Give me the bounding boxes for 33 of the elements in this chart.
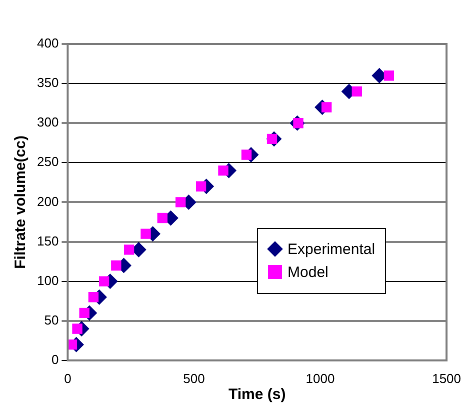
y-tick-label: 350 (36, 75, 59, 90)
y-tick-label: 400 (36, 36, 59, 51)
x-axis-title: Time (s) (228, 386, 286, 404)
point (321, 102, 332, 112)
x-tick-label: 1500 (432, 370, 461, 386)
y-tick-label: 150 (36, 233, 59, 248)
point (140, 228, 151, 239)
point (196, 181, 206, 192)
point (79, 308, 90, 318)
point (352, 86, 362, 97)
y-tick-label: 100 (36, 272, 59, 288)
point (218, 165, 228, 176)
point (88, 292, 99, 302)
point (175, 197, 186, 208)
point (68, 339, 78, 350)
y-tick-label: 0 (51, 352, 59, 367)
point (241, 150, 252, 160)
x-tick-label: 1000 (306, 370, 335, 386)
point (124, 244, 134, 255)
point (72, 324, 82, 334)
x-tick-label: 500 (183, 370, 205, 386)
legend-label: Experimental (288, 240, 376, 258)
y-axis-title: Filtrate volume(cc) (12, 136, 30, 269)
x-tick-label: 0 (64, 370, 72, 386)
legend-label: Model (288, 264, 328, 280)
y-tick-label: 250 (36, 154, 59, 170)
point (111, 260, 122, 271)
y-tick-label: 50 (44, 312, 59, 328)
point (157, 212, 168, 224)
y-tick-label: 300 (36, 114, 59, 130)
y-tick-label: 200 (36, 194, 59, 209)
point (98, 276, 110, 286)
point (384, 70, 394, 81)
